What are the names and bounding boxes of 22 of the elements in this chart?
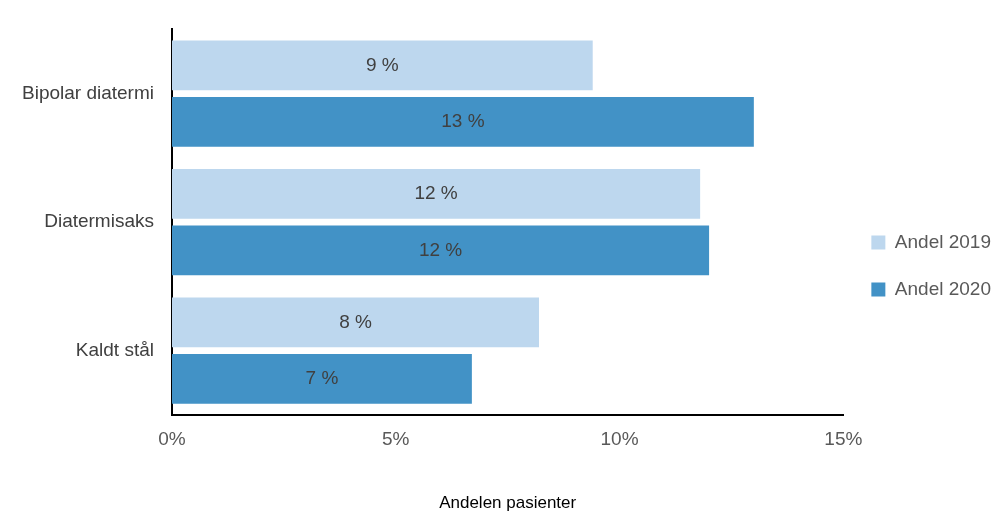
bar [172,297,540,348]
data-label: 9 % [365,53,399,75]
bar [172,225,710,276]
data-label: 8 % [339,310,372,332]
data-label: 7 % [305,367,339,389]
y-tick-label: Diatermisaks [44,210,154,232]
x-tick-label: 15% [824,428,863,450]
legend-label: Andel 2019 [894,230,992,252]
bar [172,168,701,219]
y-tick-label: Kaldt stål [75,338,154,360]
bar [172,40,593,91]
x-tick-label: 5% [382,428,410,450]
y-tick-label: Bipolar diatermi [22,81,154,103]
data-label: 12 % [418,238,463,260]
x-tick-label: 0% [158,428,186,450]
x-tick-label: 10% [600,428,639,450]
legend-label: Andel 2020 [894,277,992,299]
bar [172,353,472,404]
x-axis-title: Andelen pasienter [439,493,577,513]
data-label: 13 % [441,110,485,132]
bar [172,97,754,147]
data-label: 12 % [414,182,458,204]
